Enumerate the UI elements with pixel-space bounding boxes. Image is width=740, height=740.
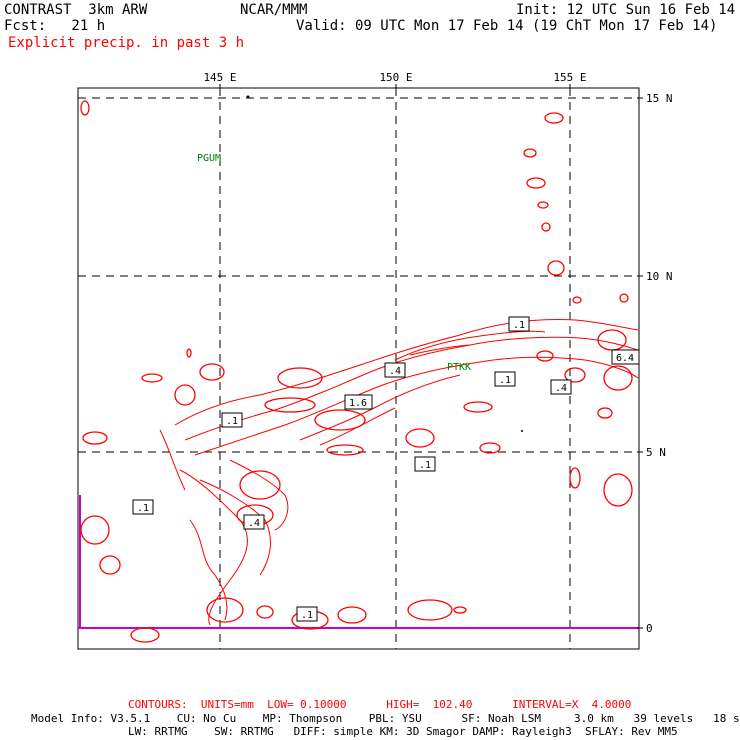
lat-label-15n: 15 N: [646, 92, 673, 105]
contour-label: .1: [419, 460, 431, 471]
contour-label-box: [550, 379, 572, 395]
top-ticks: [219, 84, 571, 90]
station-label-ptkk: PTKK: [447, 362, 471, 373]
graticule: [78, 88, 639, 649]
contour-label: .1: [226, 416, 238, 427]
contour-label-box: [414, 456, 436, 472]
contour-label-box: [494, 371, 516, 387]
contour-label: .1: [301, 610, 313, 621]
lon-label-145e: 145 E: [203, 71, 236, 84]
contour-label: .1: [499, 375, 511, 386]
contour-label: .4: [248, 518, 260, 529]
contour-label-box: [384, 362, 406, 378]
lat-label-5n: 5 N: [646, 446, 666, 459]
lon-label-155e: 155 E: [553, 71, 586, 84]
contour-label: .1: [137, 503, 149, 514]
contour-label: .4: [555, 383, 567, 394]
contour-label: 6.4: [616, 353, 634, 364]
lat-label-10n: 10 N: [646, 270, 673, 283]
valid-time: Valid: 09 UTC Mon 17 Feb 14 (19 ChT Mon …: [296, 18, 718, 34]
right-ticks: [637, 97, 643, 629]
precip-cells: [80, 100, 633, 643]
init-time: Init: 12 UTC Sun 16 Feb 14: [516, 2, 736, 18]
contour-info: CONTOURS: UNITS=mm LOW= 0.10000 HIGH= 10…: [128, 698, 632, 711]
contour-labels: .1.1.4.4.1.4.11.6.16.4.1.1.4.1: [132, 316, 640, 622]
model-title: CONTRAST 3km ARW: [4, 2, 148, 18]
contour-label: .1: [513, 320, 525, 331]
organization: NCAR/MMM: [240, 2, 308, 18]
station-marker: [246, 95, 250, 99]
model-info-line-1: Model Info: V3.5.1 CU: No Cu MP: Thompso…: [31, 712, 740, 725]
forecast-hour: Fcst: 21 h: [4, 18, 106, 34]
lat-label-0: 0: [646, 622, 653, 635]
contour-label-box: [296, 606, 318, 622]
contour-label: 1.6: [349, 398, 367, 409]
model-info-line-2: LW: RRTMG SW: RRTMG DIFF: simple KM: 3D …: [128, 725, 678, 738]
map-frame: [77, 87, 640, 650]
station-marker: [521, 430, 523, 432]
contour-label-box: [611, 349, 640, 365]
station-label-pgum: PGUM: [197, 153, 221, 164]
contour-label-box: [221, 412, 243, 428]
contour-label: .4: [389, 366, 401, 377]
precip-contours: [159, 319, 639, 626]
lon-label-150e: 150 E: [379, 71, 412, 84]
field-title: Explicit precip. in past 3 h: [8, 35, 245, 51]
contour-label-box: [508, 316, 530, 332]
contour-label-box: [243, 514, 265, 530]
contour-label-box: [344, 394, 373, 410]
contour-label-box: [132, 499, 154, 515]
